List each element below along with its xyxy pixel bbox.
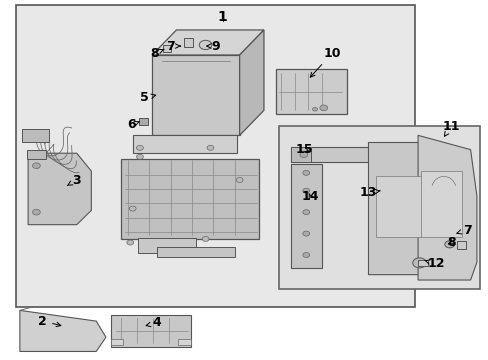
Bar	[178, 339, 190, 345]
Bar	[111, 339, 123, 345]
Text: 8: 8	[446, 236, 454, 249]
Circle shape	[126, 240, 133, 245]
Circle shape	[302, 210, 309, 215]
Circle shape	[319, 105, 327, 111]
Circle shape	[206, 145, 213, 150]
Polygon shape	[20, 310, 106, 351]
Bar	[417, 260, 427, 266]
Text: 14: 14	[301, 190, 318, 203]
Polygon shape	[239, 30, 264, 135]
Text: 7: 7	[456, 224, 470, 237]
Polygon shape	[368, 143, 436, 275]
Bar	[137, 238, 196, 253]
Circle shape	[302, 231, 309, 236]
Text: 9: 9	[206, 40, 219, 53]
Polygon shape	[417, 135, 476, 280]
Bar	[138, 118, 148, 125]
Text: 12: 12	[424, 257, 445, 270]
Bar	[16, 5, 414, 307]
Circle shape	[412, 258, 426, 268]
Text: 8: 8	[150, 47, 164, 60]
Text: 5: 5	[140, 91, 155, 104]
Circle shape	[129, 206, 136, 211]
Circle shape	[202, 237, 208, 242]
Bar	[290, 147, 372, 162]
Bar	[420, 171, 461, 237]
Bar	[290, 147, 310, 162]
Text: 10: 10	[310, 47, 340, 77]
Bar	[375, 176, 421, 237]
Circle shape	[199, 40, 211, 50]
Circle shape	[302, 170, 309, 175]
Text: 7: 7	[166, 40, 180, 53]
Text: 4: 4	[146, 316, 161, 329]
Text: 11: 11	[442, 120, 459, 136]
Circle shape	[136, 154, 143, 159]
Circle shape	[32, 209, 40, 215]
Bar	[183, 38, 193, 47]
Bar	[132, 135, 237, 153]
Text: 2: 2	[38, 315, 61, 328]
Bar	[456, 241, 465, 249]
Text: 15: 15	[295, 143, 312, 156]
Circle shape	[302, 252, 309, 257]
Text: 1: 1	[217, 10, 227, 24]
Polygon shape	[152, 30, 264, 55]
Polygon shape	[28, 153, 91, 225]
Circle shape	[32, 163, 40, 168]
Bar	[163, 45, 170, 52]
Circle shape	[302, 188, 309, 193]
Bar	[152, 55, 239, 135]
Bar	[120, 158, 259, 239]
Text: 3: 3	[67, 174, 81, 186]
Bar	[157, 247, 234, 257]
Circle shape	[312, 108, 317, 111]
Bar	[278, 126, 479, 289]
Text: 13: 13	[359, 186, 379, 199]
Text: 6: 6	[127, 118, 139, 131]
Bar	[22, 129, 48, 143]
Bar	[276, 69, 346, 114]
Bar	[290, 164, 322, 267]
Bar	[27, 150, 46, 159]
Circle shape	[236, 177, 243, 183]
Circle shape	[299, 152, 307, 157]
Bar	[111, 315, 191, 347]
Circle shape	[444, 241, 454, 248]
Circle shape	[136, 145, 143, 150]
